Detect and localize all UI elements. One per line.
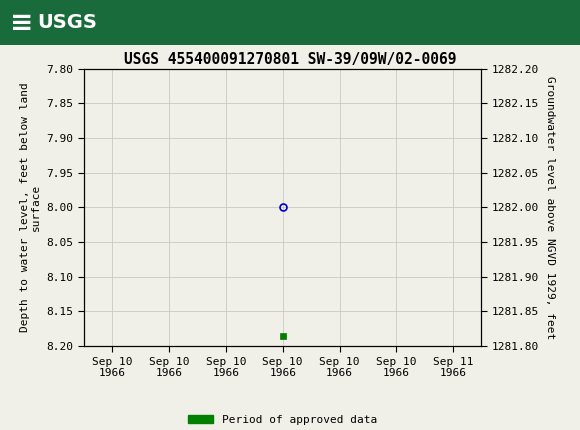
Y-axis label: Depth to water level, feet below land
surface: Depth to water level, feet below land su… <box>20 83 41 332</box>
Text: ≡: ≡ <box>10 9 34 37</box>
Legend: Period of approved data: Period of approved data <box>184 411 382 429</box>
Text: USGS 455400091270801 SW-39/09W/02-0069: USGS 455400091270801 SW-39/09W/02-0069 <box>124 52 456 67</box>
Y-axis label: Groundwater level above NGVD 1929, feet: Groundwater level above NGVD 1929, feet <box>545 76 554 339</box>
Text: USGS: USGS <box>38 13 97 32</box>
